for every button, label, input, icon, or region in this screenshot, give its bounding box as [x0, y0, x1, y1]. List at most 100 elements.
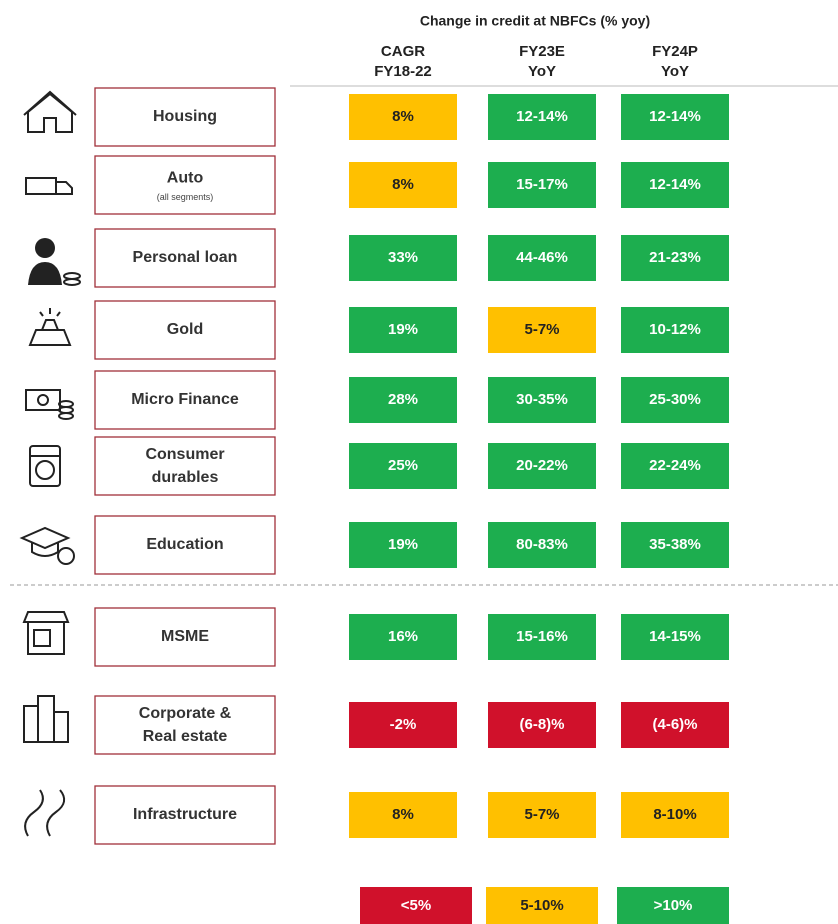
cell [621, 614, 729, 660]
label-box [94, 155, 276, 215]
cell-value: 33% [388, 249, 418, 266]
row-label: Personal loan [133, 249, 238, 266]
cell [488, 94, 596, 140]
cell [488, 443, 596, 489]
label-box [94, 87, 276, 147]
label-box [94, 785, 276, 845]
cell-value: 16% [388, 628, 418, 645]
washer-icon [29, 445, 61, 487]
column-header: FY24P [652, 43, 698, 60]
cell-value: 22-24% [649, 457, 701, 474]
label-box [94, 515, 276, 575]
row-label: Housing [153, 108, 217, 125]
legend-swatch [617, 887, 729, 924]
column-header: YoY [661, 63, 689, 80]
cell [349, 377, 457, 423]
cell-value: 8-10% [653, 806, 696, 823]
title: Change in credit at NBFCs (% yoy) [420, 13, 650, 29]
cell-value: 20-22% [516, 457, 568, 474]
cap-icon [19, 526, 75, 565]
cell [621, 94, 729, 140]
cell [621, 792, 729, 838]
cell [349, 792, 457, 838]
building-icon [23, 695, 69, 743]
cell-value: (6-8)% [519, 716, 564, 733]
cell-value: -2% [390, 716, 417, 733]
cell-value: 8% [392, 176, 414, 193]
cell-value: 15-16% [516, 628, 568, 645]
legend-label: >10% [654, 897, 693, 914]
column-header: YoY [528, 63, 556, 80]
cell [488, 792, 596, 838]
label-box [94, 228, 276, 288]
column-header: FY18-22 [374, 63, 432, 80]
person-icon [28, 238, 81, 286]
cell-value: 5-7% [524, 321, 559, 338]
cell [349, 94, 457, 140]
row-label: Consumer [145, 446, 224, 463]
cell [621, 522, 729, 568]
cell-value: 25-30% [649, 391, 701, 408]
cell [621, 443, 729, 489]
cell-value: 19% [388, 536, 418, 553]
cell-value: 15-17% [516, 176, 568, 193]
row-label: Micro Finance [131, 391, 239, 408]
cell [349, 307, 457, 353]
cell-value: 12-14% [649, 108, 701, 125]
column-header: FY23E [519, 43, 565, 60]
row-label: Corporate & [139, 705, 232, 722]
column-header: CAGR [381, 43, 425, 60]
cell [349, 443, 457, 489]
cell-value: 28% [388, 391, 418, 408]
cell [349, 235, 457, 281]
cell-value: 12-14% [516, 108, 568, 125]
shop-icon [22, 611, 70, 655]
cell [488, 162, 596, 208]
cell [349, 614, 457, 660]
row-label: Infrastructure [133, 806, 237, 823]
house-icon [23, 90, 77, 133]
cell-value: 21-23% [649, 249, 701, 266]
cell [621, 377, 729, 423]
cell-value: 19% [388, 321, 418, 338]
cell [488, 614, 596, 660]
cell [488, 377, 596, 423]
cell [488, 307, 596, 353]
cell [349, 522, 457, 568]
legend-label: <5% [401, 897, 431, 914]
row-label: Real estate [143, 728, 228, 745]
cell [349, 702, 457, 748]
truck-icon [25, 177, 73, 195]
cash-icon [25, 389, 74, 420]
cell [488, 235, 596, 281]
label-box [94, 436, 276, 496]
label-box [94, 607, 276, 667]
row-label: Gold [167, 321, 203, 338]
cell-value: 8% [392, 108, 414, 125]
legend-swatch [360, 887, 472, 924]
cell [621, 235, 729, 281]
cell-value: 10-12% [649, 321, 701, 338]
cell-value: 5-7% [524, 806, 559, 823]
row-sublabel: (all segments) [157, 192, 214, 202]
cell-value: 80-83% [516, 536, 568, 553]
label-box [94, 300, 276, 360]
cell-value: 25% [388, 457, 418, 474]
gold-icon [28, 308, 72, 346]
cell-value: 35-38% [649, 536, 701, 553]
cell [349, 162, 457, 208]
cell-value: (4-6)% [652, 716, 697, 733]
row-label: MSME [161, 628, 209, 645]
label-box [94, 695, 276, 755]
label-box [94, 370, 276, 430]
cell [488, 522, 596, 568]
icons [19, 90, 81, 837]
cell-value: 30-35% [516, 391, 568, 408]
legend-swatch [486, 887, 598, 924]
row-label: durables [152, 469, 219, 486]
cell [621, 162, 729, 208]
cell-value: 14-15% [649, 628, 701, 645]
row-label: Auto [167, 170, 204, 187]
cell-value: 8% [392, 806, 414, 823]
road-icon [24, 789, 66, 837]
